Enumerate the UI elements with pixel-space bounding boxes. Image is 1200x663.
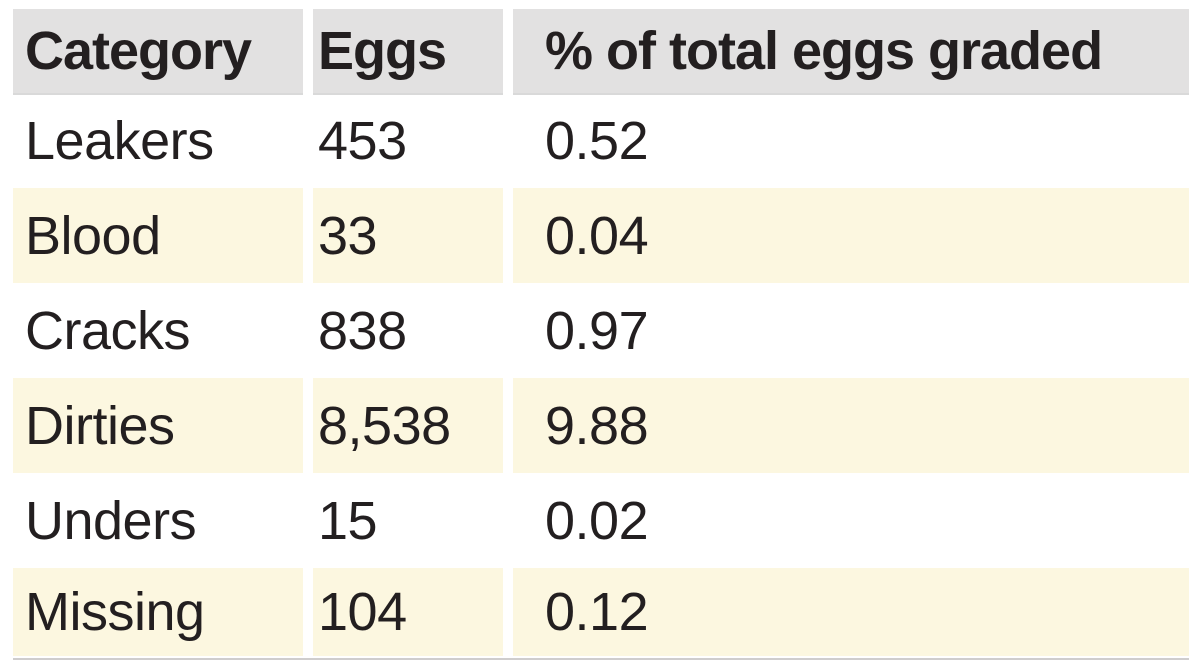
egg-grading-table: Category Eggs % of total eggs graded Lea… (13, 9, 1189, 656)
cell-eggs-blood: 33 (313, 188, 503, 283)
cell-pct-cracks: 0.97 (545, 300, 649, 361)
cell-category-missing: Missing (13, 568, 303, 656)
cell-eggs-missing: 104 (313, 568, 503, 656)
cell-pct-missing: 0.12 (513, 568, 1189, 656)
cell-eggs-cracks: 838 (318, 300, 407, 361)
cell-eggs-dirties: 8,538 (313, 378, 503, 473)
table-bottom-rule (13, 658, 1189, 660)
cell-category-leakers: Leakers (25, 110, 214, 171)
column-header-pct-total-eggs-graded: % of total eggs graded (513, 9, 1189, 93)
column-header-category: Category (13, 9, 303, 93)
cell-category-unders: Unders (25, 490, 197, 551)
cell-pct-unders: 0.02 (545, 490, 649, 551)
cell-pct-dirties: 9.88 (513, 378, 1189, 473)
cell-category-cracks: Cracks (25, 300, 191, 361)
cell-eggs-unders: 15 (318, 490, 378, 551)
cell-category-dirties: Dirties (13, 378, 303, 473)
cell-eggs-leakers: 453 (318, 110, 407, 171)
cell-pct-leakers: 0.52 (545, 110, 649, 171)
cell-category-blood: Blood (13, 188, 303, 283)
column-header-eggs: Eggs (313, 9, 503, 93)
cell-pct-blood: 0.04 (513, 188, 1189, 283)
